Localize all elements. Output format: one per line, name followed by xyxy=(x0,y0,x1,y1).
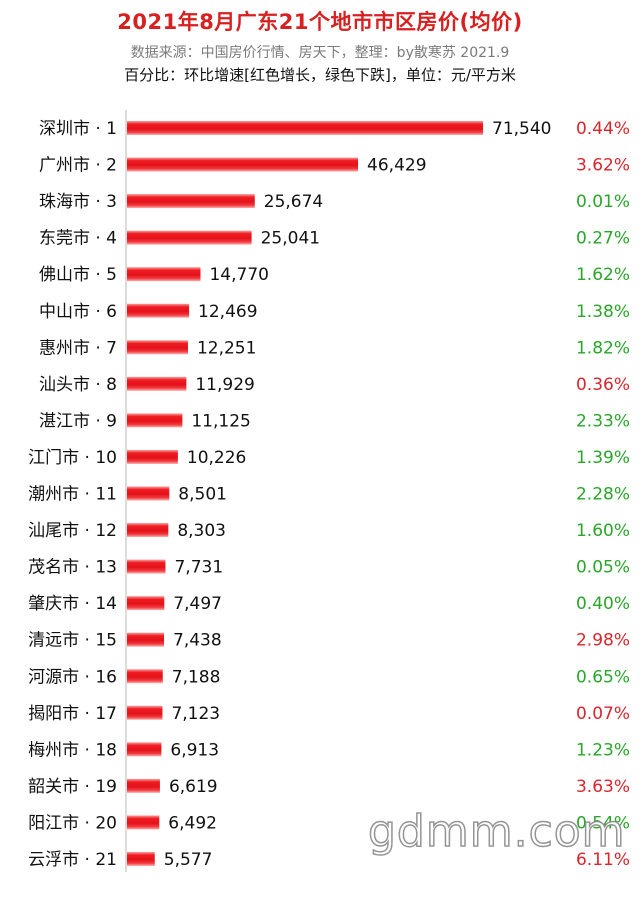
value-label: 11,929 xyxy=(195,375,254,395)
value-label: 10,226 xyxy=(187,448,246,468)
value-label: 7,497 xyxy=(173,594,222,614)
value-label: 12,251 xyxy=(197,338,256,358)
category-label: 珠海市 · 3 xyxy=(39,192,117,212)
mom-change-label: 0.40% xyxy=(576,594,630,614)
bar xyxy=(127,121,483,135)
category-label: 肇庆市 · 14 xyxy=(28,594,117,614)
category-label: 江门市 · 10 xyxy=(28,448,117,468)
mom-change-label: 1.38% xyxy=(576,302,630,322)
mom-change-label: 1.62% xyxy=(576,265,630,285)
mom-change-label: 0.05% xyxy=(576,558,630,578)
mom-change-label: 6.11% xyxy=(576,850,630,870)
value-label: 6,492 xyxy=(168,813,217,833)
bar xyxy=(127,230,252,245)
watermark: gdmm.com xyxy=(367,805,626,858)
mom-change-label: 1.82% xyxy=(576,338,630,358)
bar xyxy=(127,486,170,501)
category-label: 潮州市 · 11 xyxy=(28,485,117,505)
mom-change-label: 0.01% xyxy=(576,192,630,212)
category-label: 揭阳市 · 17 xyxy=(28,704,117,724)
mom-change-label: 1.23% xyxy=(576,740,630,760)
bar xyxy=(127,449,178,464)
mom-change-label: 2.33% xyxy=(576,411,630,431)
unit-note: 百分比：环比增速[红色增长，绿色下跌]，单位：元/平方米 xyxy=(124,66,516,84)
category-label: 茂名市 · 13 xyxy=(28,558,117,578)
mom-change-label: 0.44% xyxy=(576,119,630,139)
bar xyxy=(127,669,163,684)
value-label: 12,469 xyxy=(198,302,257,322)
category-label: 湛江市 · 9 xyxy=(39,411,117,431)
category-label: 河源市 · 16 xyxy=(28,667,117,687)
mom-change-label: 0.07% xyxy=(576,704,630,724)
chart-title: 2021年8月广东21个地市市区房价(均价) xyxy=(117,10,523,34)
value-label: 46,429 xyxy=(367,156,426,176)
value-label: 71,540 xyxy=(492,119,551,139)
category-label: 中山市 · 6 xyxy=(39,302,117,322)
category-label: 梅州市 · 18 xyxy=(28,740,117,760)
category-label: 清远市 · 15 xyxy=(28,631,117,651)
category-label: 佛山市 · 5 xyxy=(39,265,117,285)
bar xyxy=(127,815,160,830)
bar xyxy=(127,632,165,647)
category-label: 深圳市 · 1 xyxy=(39,119,117,139)
bar xyxy=(127,742,162,757)
category-label: 汕头市 · 8 xyxy=(39,375,117,395)
category-label: 广州市 · 2 xyxy=(39,156,117,176)
value-label: 8,501 xyxy=(178,485,227,505)
value-label: 7,438 xyxy=(173,631,222,651)
category-label: 阳江市 · 20 xyxy=(28,813,117,833)
bar xyxy=(127,778,160,793)
bar xyxy=(127,303,190,318)
mom-change-label: 0.65% xyxy=(576,667,630,687)
value-label: 7,188 xyxy=(172,667,221,687)
category-label: 云浮市 · 21 xyxy=(28,850,117,870)
bar xyxy=(127,559,166,574)
bar xyxy=(127,340,188,355)
bar xyxy=(127,705,163,720)
mom-change-label: 1.39% xyxy=(576,448,630,468)
bars: 深圳市 · 1 71,540 0.44% 广州市 · 2 46,429 3.62% 珠海市 … xyxy=(28,119,630,870)
value-label: 14,770 xyxy=(209,265,268,285)
mom-change-label: 0.54% xyxy=(576,813,630,833)
mom-change-label: 1.60% xyxy=(576,521,630,541)
bar xyxy=(127,413,183,428)
mom-change-label: 3.63% xyxy=(576,777,630,797)
mom-change-label: 2.28% xyxy=(576,485,630,505)
bar xyxy=(127,852,155,866)
category-label: 韶关市 · 19 xyxy=(28,777,117,797)
bar xyxy=(127,157,359,172)
mom-change-label: 2.98% xyxy=(576,631,630,651)
value-label: 7,731 xyxy=(174,558,223,578)
category-label: 惠州市 · 7 xyxy=(39,338,117,358)
value-label: 6,913 xyxy=(170,740,219,760)
value-label: 11,125 xyxy=(191,411,250,431)
bar xyxy=(127,376,187,391)
mom-change-label: 0.27% xyxy=(576,229,630,249)
bar xyxy=(127,523,169,538)
bar xyxy=(127,194,255,209)
value-label: 6,619 xyxy=(169,777,218,797)
value-label: 7,123 xyxy=(171,704,220,724)
value-label: 8,303 xyxy=(177,521,226,541)
bar xyxy=(127,596,165,611)
mom-change-label: 3.62% xyxy=(576,156,630,176)
data-source: 数据来源：中国房价行情、房天下，整理：by散寒苏 2021.9 xyxy=(130,45,510,61)
value-label: 25,674 xyxy=(264,192,323,212)
category-label: 东莞市 · 4 xyxy=(39,229,117,249)
value-label: 25,041 xyxy=(261,229,320,249)
value-label: 5,577 xyxy=(164,850,213,870)
bar xyxy=(127,267,201,282)
mom-change-label: 0.36% xyxy=(576,375,630,395)
category-label: 汕尾市 · 12 xyxy=(28,521,117,541)
